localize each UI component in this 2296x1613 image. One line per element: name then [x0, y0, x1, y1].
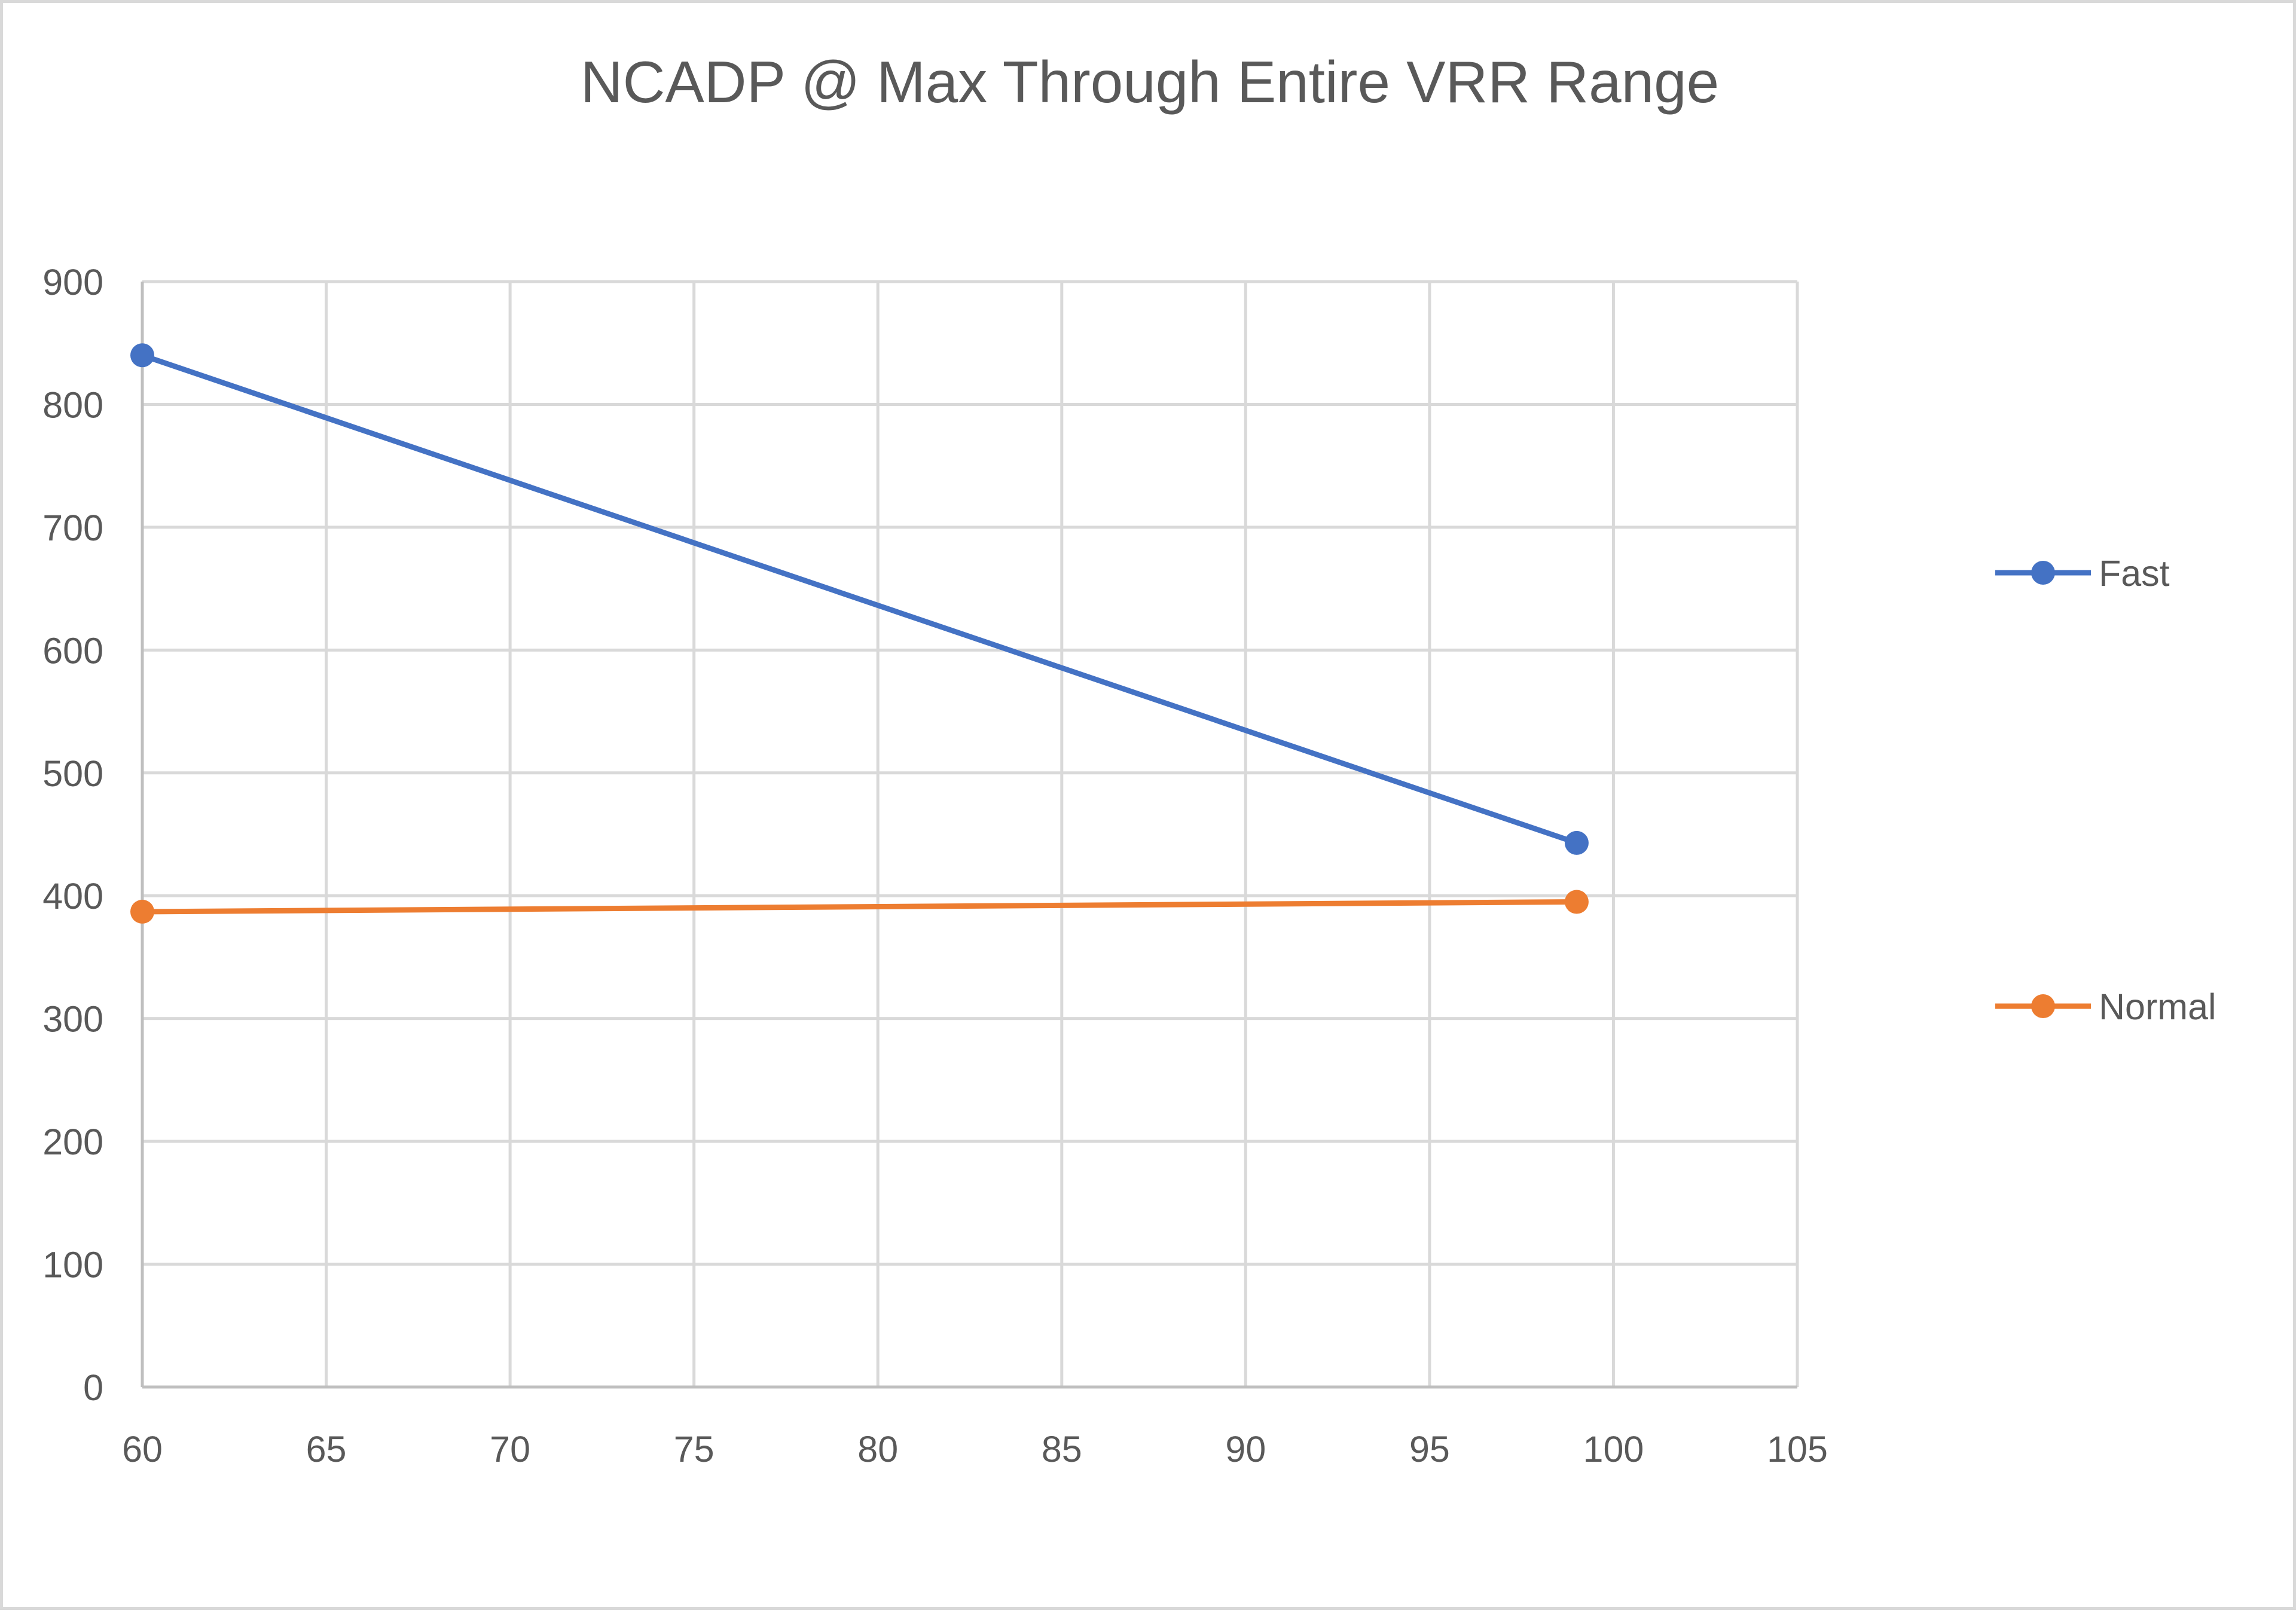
x-tick-label: 105	[1767, 1429, 1828, 1470]
x-tick-label: 75	[674, 1429, 715, 1470]
chart-svg: NCADP @ Max Through Entire VRR Range 60 6…	[42, 49, 2216, 1470]
legend-label-normal: Normal	[2099, 986, 2216, 1027]
y-tick-label: 700	[42, 508, 103, 548]
y-tick-label: 100	[42, 1245, 103, 1285]
data-point-fast	[1564, 830, 1589, 855]
y-tick-label: 600	[42, 630, 103, 671]
x-tick-label: 70	[490, 1429, 530, 1470]
series-line-fast	[141, 353, 1578, 846]
x-tick-label: 80	[857, 1429, 898, 1470]
x-tick-label: 85	[1042, 1429, 1082, 1470]
series-line-normal	[142, 899, 1577, 915]
x-tick-label: 100	[1583, 1429, 1644, 1470]
x-tick-label: 95	[1409, 1429, 1450, 1470]
x-tick-label: 65	[306, 1429, 347, 1470]
y-tick-label: 200	[42, 1122, 103, 1162]
legend: Fast Normal	[1995, 553, 2216, 1027]
y-tick-label: 0	[83, 1367, 103, 1408]
y-tick-label: 900	[42, 262, 103, 303]
data-point-normal	[1564, 890, 1589, 914]
series-layer	[130, 343, 1589, 924]
x-tick-label: 90	[1225, 1429, 1266, 1470]
legend-marker-fast	[2031, 561, 2055, 585]
y-tick-label: 400	[42, 876, 103, 917]
x-tick-label: 60	[122, 1429, 163, 1470]
grid-layer	[142, 280, 1799, 1387]
y-tick-label: 500	[42, 753, 103, 794]
legend-marker-normal	[2031, 994, 2055, 1018]
data-point-fast	[130, 343, 154, 368]
chart-title: NCADP @ Max Through Entire VRR Range	[581, 49, 1719, 115]
y-tick-label: 300	[42, 999, 103, 1040]
axis-layer: 60 65 70 75 80 85 90 95 100 105 0 100 200 300 400 500 60…	[42, 262, 1828, 1470]
data-point-normal	[130, 899, 154, 924]
y-tick-label: 800	[42, 384, 103, 425]
legend-label-fast: Fast	[2099, 553, 2170, 594]
